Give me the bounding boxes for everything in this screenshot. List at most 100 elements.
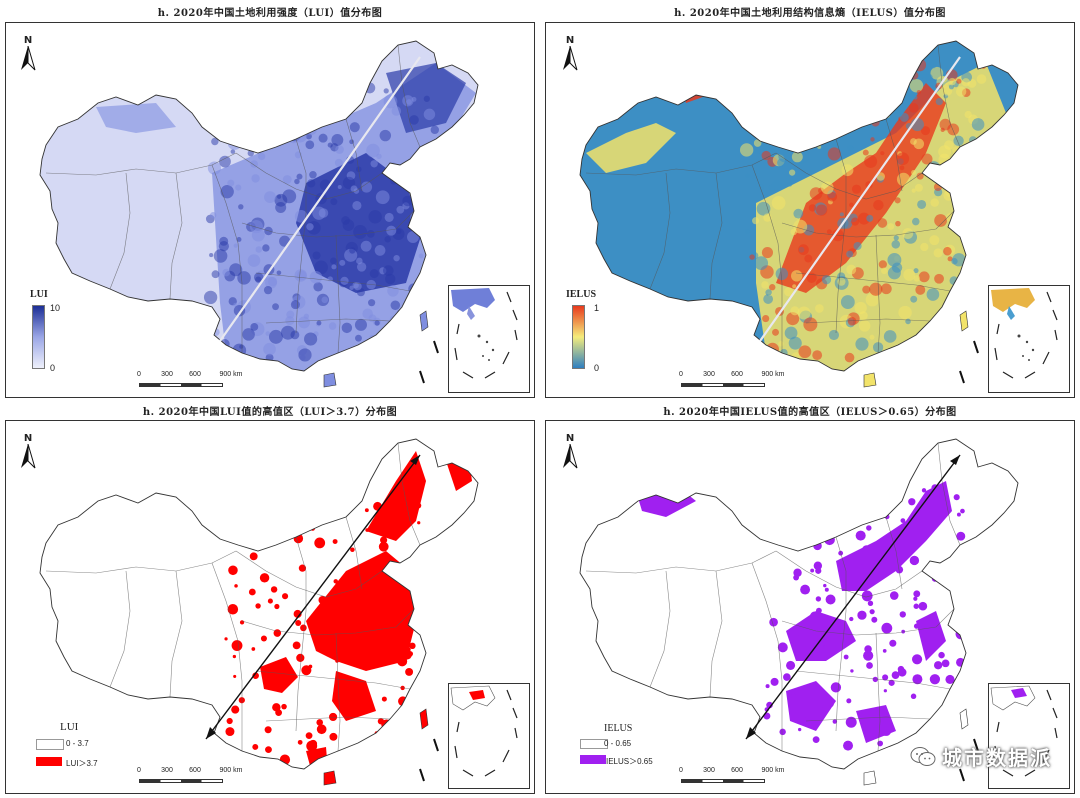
ielus-patch <box>846 250 854 258</box>
lui-high-patch <box>224 637 228 641</box>
lui-patch <box>341 322 353 334</box>
ielus-patch <box>980 286 988 294</box>
ielus-patch <box>786 64 792 70</box>
lui-patch <box>258 86 270 98</box>
lui-patch <box>211 270 220 279</box>
ielus-high-patch <box>861 590 873 602</box>
ielus-patch <box>854 301 867 315</box>
lui-high-patch <box>337 615 348 625</box>
ielus-patch <box>827 191 838 202</box>
ielus-high-patch <box>908 498 916 506</box>
lui-patch <box>353 225 368 239</box>
lui-patch <box>327 142 333 148</box>
ielus-high-patch <box>815 596 822 602</box>
ielus-patch <box>879 66 890 77</box>
ielus-patch <box>771 133 776 139</box>
ielus-high-patch <box>866 525 872 531</box>
lui-patch <box>243 136 258 151</box>
lui-patch <box>374 342 384 352</box>
lui-high-patch <box>248 588 256 596</box>
ielus-patch <box>862 285 871 294</box>
lui-patch <box>383 88 389 94</box>
lui-high-patch <box>417 521 421 525</box>
ielus-patch <box>896 172 911 187</box>
lui-high-patch <box>254 543 261 550</box>
ielus-patch <box>825 110 837 123</box>
watermark: 城市数据派 <box>910 742 1052 771</box>
ielus-high-patch <box>795 503 807 515</box>
ielus-high-patch <box>832 719 838 724</box>
ielus-patch <box>750 98 764 113</box>
ielus-xinjiang-yellow <box>586 123 676 173</box>
lui-patch <box>294 269 308 282</box>
lui-patch <box>396 309 406 318</box>
lui-high-patch <box>377 718 385 725</box>
ielus-patch <box>866 214 874 222</box>
province-border <box>709 570 723 698</box>
ielus-patch <box>939 118 952 131</box>
ielus-patch <box>894 68 904 79</box>
ielus-high-patch <box>863 650 874 661</box>
lui-patch <box>282 189 297 204</box>
ielus-patch <box>787 112 795 120</box>
lui-patch <box>239 344 244 349</box>
lui-patch <box>411 305 418 311</box>
ielus-high-patch <box>945 674 955 685</box>
lui-high-patch <box>233 674 237 678</box>
lui-high-patch <box>228 565 238 576</box>
lui-high-patch <box>416 689 421 694</box>
lui-patch <box>304 332 318 346</box>
ielus-patch <box>864 75 874 85</box>
ielus-patch <box>953 135 964 146</box>
ielus-patch <box>892 352 901 361</box>
lui-patch <box>379 129 392 142</box>
national-border <box>579 438 1019 770</box>
ielus-patch <box>739 143 754 157</box>
lui-high-patch <box>318 595 327 605</box>
lui-high-patch <box>294 536 302 544</box>
ielus-high-patch <box>843 740 854 751</box>
ielus-patch <box>797 306 811 320</box>
ielus-patch <box>855 337 869 351</box>
lui-patch <box>362 308 373 319</box>
lui-patch <box>366 230 375 238</box>
lui-high-patch <box>422 694 429 700</box>
lui-patch <box>263 285 273 295</box>
lui-patch <box>402 195 413 207</box>
lui-high-patch <box>295 619 302 626</box>
lui-patch <box>330 198 338 206</box>
legend-label-high-ielus: IELUS＞0.65 <box>606 757 653 766</box>
lui-high-patch <box>398 696 408 706</box>
ielus-patch <box>880 283 892 295</box>
ielus-patch <box>913 275 921 282</box>
lui-patch <box>268 329 283 344</box>
lui-high-patch <box>252 743 259 750</box>
china-map-lui-high <box>39 438 479 786</box>
ielus-patch <box>973 308 979 314</box>
ielus-patch <box>834 102 845 112</box>
ielus-patch <box>850 217 860 226</box>
lui-high-patch <box>281 658 285 662</box>
ielus-patch <box>967 173 981 187</box>
lui-high-patch <box>407 507 415 515</box>
lui-high-patch <box>278 493 284 500</box>
lui-high-patch <box>260 635 267 642</box>
ielus-high-patch <box>783 673 791 681</box>
ielus-patch <box>916 172 924 180</box>
lui-patch <box>235 184 242 191</box>
panel-title-ielus: h. 2020年中国土地利用结构信息熵（IELUS）值分布图 <box>674 8 946 19</box>
ielus-high-patch <box>813 561 823 570</box>
lui-high-patch <box>378 541 389 552</box>
lui-high-patch <box>364 508 369 513</box>
legend-swatch-low-ielus <box>580 739 608 749</box>
ielus-patch <box>883 330 897 343</box>
ielus-patch <box>828 77 835 84</box>
ielus-patch <box>744 229 750 234</box>
lui-patch <box>321 296 329 304</box>
ielus-patch <box>920 242 929 252</box>
lui-patch <box>428 196 433 202</box>
lui-patch <box>426 212 437 222</box>
lui-patch <box>430 323 437 330</box>
province-border <box>835 138 847 334</box>
lui-patch <box>394 164 408 178</box>
